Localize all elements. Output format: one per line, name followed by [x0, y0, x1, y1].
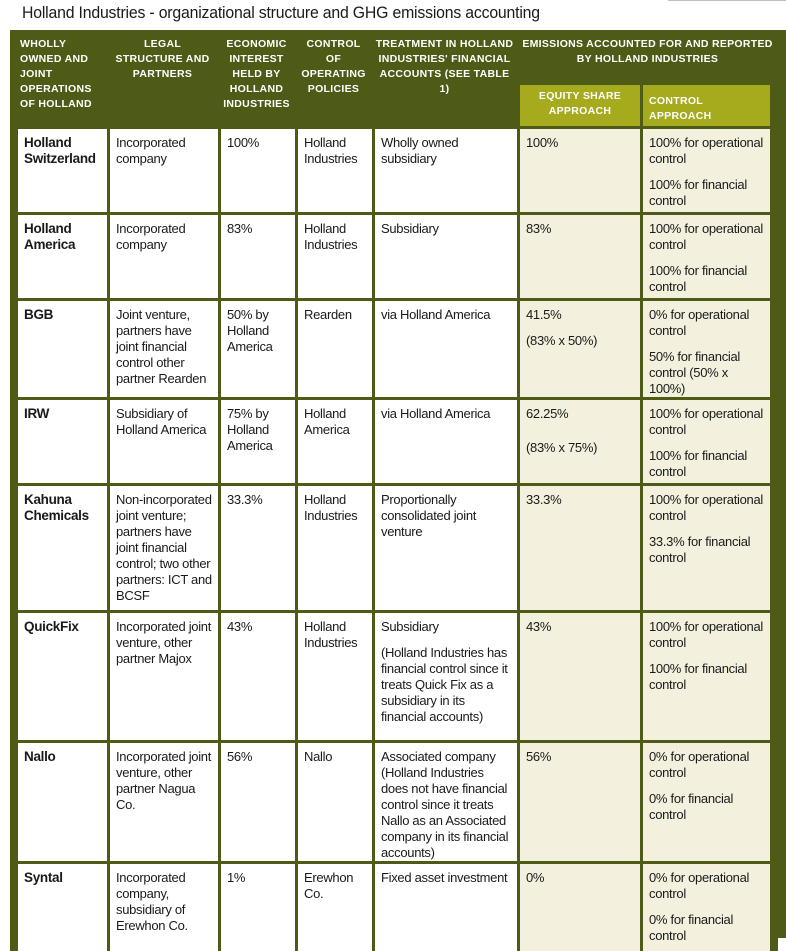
control-approach-cell: 100% for operational control 100% for fin…: [640, 610, 778, 740]
control-approach-cell: 100% for operational control 33.3% for fi…: [640, 483, 778, 610]
treatment-cell: via Holland America: [372, 397, 517, 483]
header-control-policies: CONTROL OF OPERATING POLICIES: [295, 30, 372, 126]
legal-structure-cell: Joint venture, partners have joint finan…: [107, 298, 218, 397]
operation-name: BGB: [10, 298, 107, 397]
legal-structure-cell: Incorporated company: [107, 126, 218, 212]
economic-interest-cell: 43%: [218, 610, 295, 740]
economic-interest-cell: 33.3%: [218, 483, 295, 610]
control-approach-cell: 100% for operational control 100% for fin…: [640, 126, 778, 212]
operation-name: Holland America: [10, 212, 107, 298]
table-row: IRW Subsidiary of Holland America 75% by…: [10, 397, 778, 483]
table-row: Holland Switzerland Incorporated company…: [10, 126, 778, 212]
equity-share-cell: 43%: [517, 610, 640, 740]
economic-interest-cell: 1%: [218, 861, 295, 951]
header-equity-share: EQUITY SHARE APPROACH: [517, 82, 640, 126]
operation-name: Syntal: [10, 861, 107, 951]
operation-name: Kahuna Chemicals: [10, 483, 107, 610]
legal-structure-cell: Subsidiary of Holland America: [107, 397, 218, 483]
control-policies-cell: Erewhon Co.: [295, 861, 372, 951]
control-policies-cell: Holland Industries: [295, 610, 372, 740]
legal-structure-cell: Incorporated company: [107, 212, 218, 298]
treatment-cell: Subsidiary (Holland Industries has financ…: [372, 610, 517, 740]
control-approach-cell: 0% for operational control 0% for financi…: [640, 740, 778, 861]
treatment-cell: Subsidiary: [372, 212, 517, 298]
treatment-cell: Proportionally consolidated joint ventur…: [372, 483, 517, 610]
equity-share-cell: 56%: [517, 740, 640, 861]
page-title: Holland Industries - organizational stru…: [22, 3, 540, 22]
control-policies-cell: Rearden: [295, 298, 372, 397]
economic-interest-cell: 75% by Holland America: [218, 397, 295, 483]
ghg-accounting-table: WHOLLY OWNED AND JOINT OPERATIONS OF HOL…: [10, 30, 778, 951]
table-row: BGB Joint venture, partners have joint f…: [10, 298, 778, 397]
legal-structure-cell: Non-incorporated joint venture; partners…: [107, 483, 218, 610]
table-row: Nallo Incorporated joint venture, other …: [10, 740, 778, 861]
equity-share-cell: 33.3%: [517, 483, 640, 610]
table-row: QuickFix Incorporated joint venture, oth…: [10, 610, 778, 740]
legal-structure-cell: Incorporated company, subsidiary of Erew…: [107, 861, 218, 951]
header-emissions-group: EMISSIONS ACCOUNTED FOR AND REPORTED BY …: [517, 30, 778, 82]
control-approach-cell: 100% for operational control 100% for fin…: [640, 397, 778, 483]
control-policies-cell: Holland Industries: [295, 212, 372, 298]
legal-structure-cell: Incorporated joint venture, other partne…: [107, 740, 218, 861]
equity-share-cell: 0%: [517, 861, 640, 951]
control-policies-cell: Nallo: [295, 740, 372, 861]
header-operations: WHOLLY OWNED AND JOINT OPERATIONS OF HOL…: [10, 30, 107, 126]
equity-share-cell: 62.25% (83% x 75%): [517, 397, 640, 483]
operation-name: QuickFix: [10, 610, 107, 740]
table-row: Kahuna Chemicals Non-incorporated joint …: [10, 483, 778, 610]
top-rule: [668, 0, 786, 1]
table-row: Holland America Incorporated company 83%…: [10, 212, 778, 298]
operation-name: Holland Switzerland: [10, 126, 107, 212]
operation-name: IRW: [10, 397, 107, 483]
header-legal-structure: LEGAL STRUCTURE AND PARTNERS: [107, 30, 218, 126]
control-policies-cell: Holland America: [295, 397, 372, 483]
header-economic-interest: ECONOMIC INTEREST HELD BY HOLLAND INDUST…: [218, 30, 295, 126]
economic-interest-cell: 50% by Holland America: [218, 298, 295, 397]
control-policies-cell: Holland Industries: [295, 126, 372, 212]
legal-structure-cell: Incorporated joint venture, other partne…: [107, 610, 218, 740]
control-approach-cell: 0% for operational control 50% for financ…: [640, 298, 778, 397]
economic-interest-cell: 83%: [218, 212, 295, 298]
economic-interest-cell: 100%: [218, 126, 295, 212]
treatment-cell: via Holland America: [372, 298, 517, 397]
equity-share-cell: 41.5% (83% x 50%): [517, 298, 640, 397]
header-control-approach: CONTROL APPROACH: [640, 82, 778, 126]
treatment-cell: Associated company (Holland Industries d…: [372, 740, 517, 861]
equity-share-cell: 83%: [517, 212, 640, 298]
table-row: Syntal Incorporated company, subsidiary …: [10, 861, 778, 951]
header-treatment: TREATMENT IN HOLLAND INDUSTRIES' FINANCI…: [372, 30, 517, 126]
control-approach-cell: 100% for operational control 100% for fin…: [640, 212, 778, 298]
economic-interest-cell: 56%: [218, 740, 295, 861]
control-approach-cell: 0% for operational control 0% for financi…: [640, 861, 778, 951]
equity-share-cell: 100%: [517, 126, 640, 212]
treatment-cell: Fixed asset investment: [372, 861, 517, 951]
operation-name: Nallo: [10, 740, 107, 861]
treatment-cell: Wholly owned subsidiary: [372, 126, 517, 212]
control-policies-cell: Holland Industries: [295, 483, 372, 610]
